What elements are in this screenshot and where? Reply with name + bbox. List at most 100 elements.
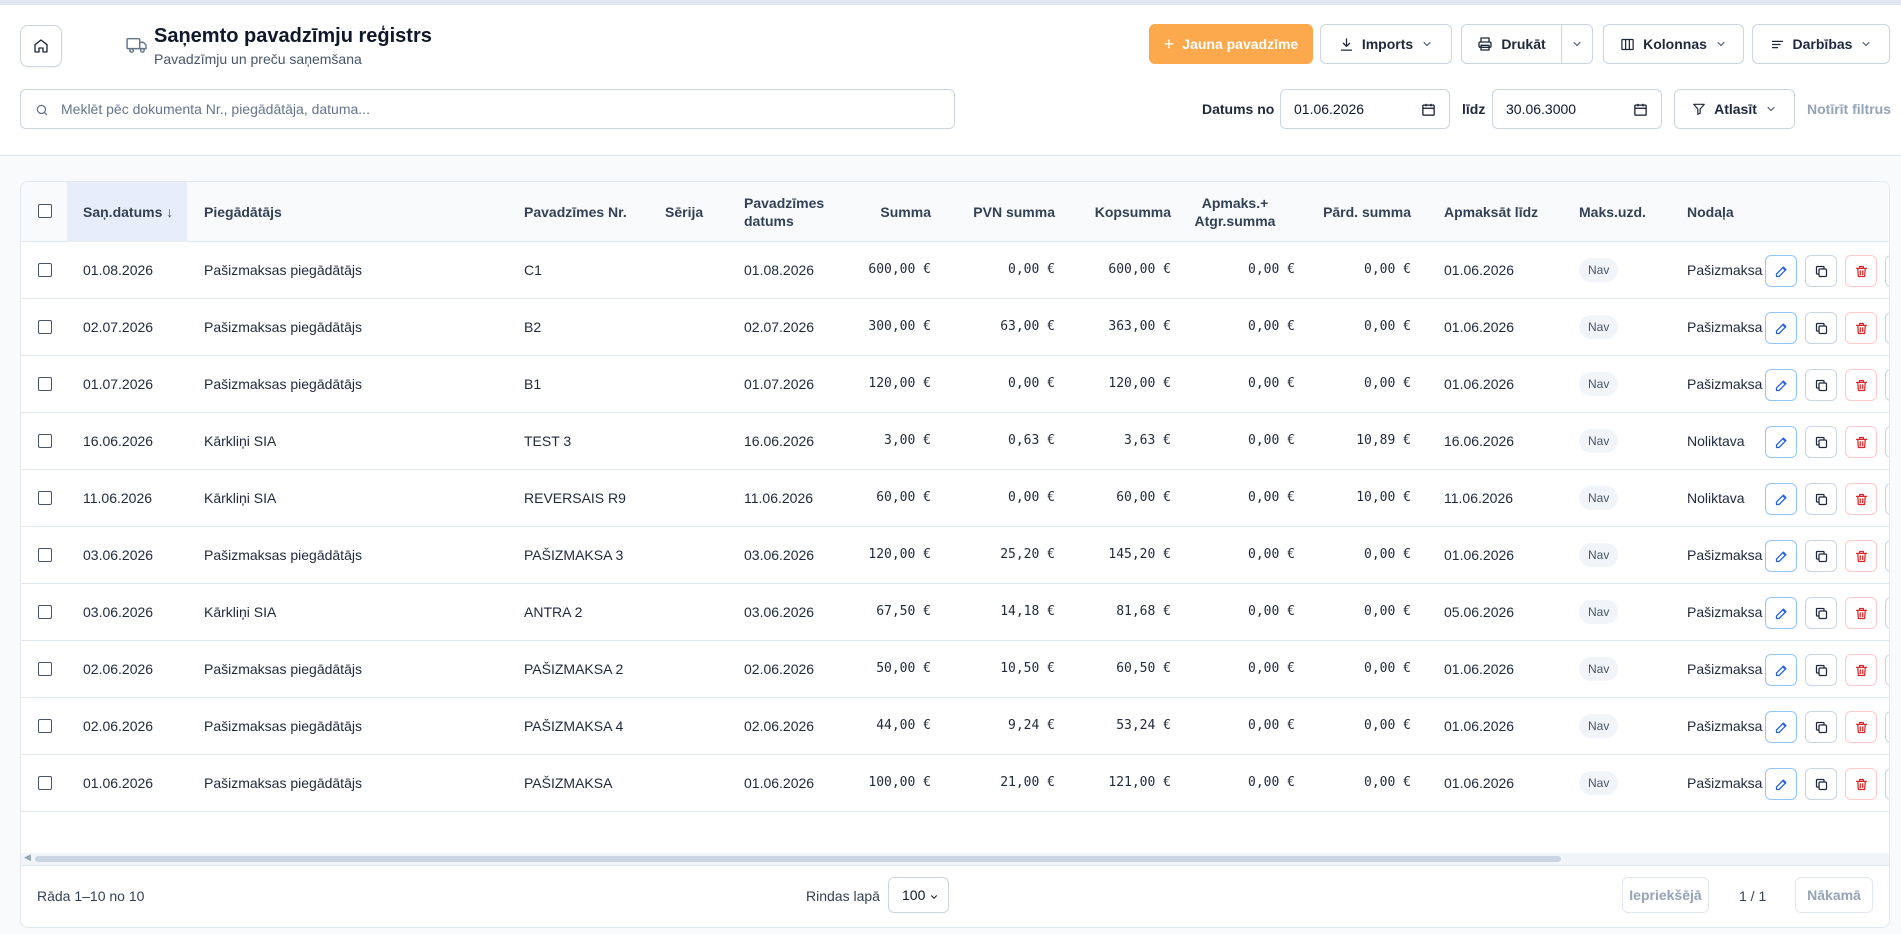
import-button[interactable]: Imports <box>1320 24 1452 64</box>
more-actions-button[interactable] <box>1885 711 1889 743</box>
delete-button[interactable] <box>1845 540 1877 572</box>
col-pay-until[interactable]: Apmaksāt līdz <box>1444 204 1539 220</box>
edit-button[interactable] <box>1765 654 1797 686</box>
copy-button[interactable] <box>1805 768 1837 800</box>
table-row[interactable]: 02.07.2026 Pašizmaksas piegādātājs B2 02.07… <box>21 299 1889 356</box>
copy-button[interactable] <box>1805 711 1837 743</box>
edit-button[interactable] <box>1765 711 1797 743</box>
delete-button[interactable] <box>1845 654 1877 686</box>
table-row[interactable]: 16.06.2026 Kārkliņi SIA TEST 3 16.06.2026 3,… <box>21 413 1889 470</box>
copy-button[interactable] <box>1805 540 1837 572</box>
table-row[interactable]: 01.06.2026 Pašizmaksas piegādātājs PAŠIZMA… <box>21 755 1889 812</box>
actions-button[interactable]: Darbības <box>1752 24 1890 64</box>
rows-per-page-select[interactable]: 100 <box>888 877 949 913</box>
col-paid-return[interactable]: Apmaks.+ Atgr.summa <box>1194 195 1276 229</box>
row-checkbox[interactable] <box>38 434 52 448</box>
row-checkbox[interactable] <box>38 548 52 562</box>
row-checkbox[interactable] <box>38 320 52 334</box>
edit-button[interactable] <box>1765 597 1797 629</box>
copy-button[interactable] <box>1805 654 1837 686</box>
copy-icon <box>1815 379 1827 391</box>
delete-button[interactable] <box>1845 483 1877 515</box>
copy-button[interactable] <box>1805 426 1837 458</box>
search-input[interactable] <box>61 90 941 128</box>
col-total[interactable]: Kopsumma <box>1094 204 1171 220</box>
table-row[interactable]: 02.06.2026 Pašizmaksas piegādātājs PAŠIZMA… <box>21 698 1889 755</box>
delete-button[interactable] <box>1845 426 1877 458</box>
horizontal-scrollbar[interactable]: ◀ <box>21 852 1889 865</box>
next-page-button[interactable]: Nākamā <box>1795 877 1873 913</box>
delete-button[interactable] <box>1845 711 1877 743</box>
row-checkbox[interactable] <box>38 263 52 277</box>
clear-filters-link[interactable]: Notīrīt filtrus <box>1807 101 1891 117</box>
payment-task-badge: Nav <box>1579 429 1619 453</box>
col-payment-task[interactable]: Maks.uzd. <box>1579 204 1646 220</box>
more-actions-button[interactable] <box>1885 597 1889 629</box>
col-sales-amount[interactable]: Pārd. summa <box>1323 204 1411 220</box>
cell-total: 60,50 € <box>1116 661 1171 676</box>
edit-button[interactable] <box>1765 540 1797 572</box>
col-department[interactable]: Nodaļa <box>1687 204 1734 220</box>
more-actions-button[interactable] <box>1885 312 1889 344</box>
edit-button[interactable] <box>1765 369 1797 401</box>
col-received-date[interactable]: Saņ.datums ↓ <box>83 204 174 220</box>
copy-button[interactable] <box>1805 312 1837 344</box>
delete-button[interactable] <box>1845 312 1877 344</box>
edit-button[interactable] <box>1765 768 1797 800</box>
copy-icon <box>1815 493 1827 505</box>
filter-button[interactable]: Atlasīt <box>1674 89 1795 129</box>
edit-button[interactable] <box>1765 483 1797 515</box>
row-checkbox[interactable] <box>38 605 52 619</box>
copy-button[interactable] <box>1805 369 1837 401</box>
more-actions-button[interactable] <box>1885 768 1889 800</box>
delete-button[interactable] <box>1845 369 1877 401</box>
columns-button[interactable]: Kolonnas <box>1603 24 1744 64</box>
row-checkbox[interactable] <box>38 719 52 733</box>
row-checkbox[interactable] <box>38 776 52 790</box>
delete-button[interactable] <box>1845 597 1877 629</box>
col-vat[interactable]: PVN summa <box>973 204 1055 220</box>
cell-sales-amount: 0,00 € <box>1364 319 1411 334</box>
table-row[interactable]: 02.06.2026 Pašizmaksas piegādātājs PAŠIZMA… <box>21 641 1889 698</box>
copy-icon <box>1815 721 1827 733</box>
more-actions-button[interactable] <box>1885 654 1889 686</box>
date-to-input[interactable]: 30.06.3000 <box>1492 89 1662 129</box>
home-button[interactable] <box>20 25 62 67</box>
select-all-checkbox[interactable] <box>38 204 52 218</box>
row-checkbox[interactable] <box>38 377 52 391</box>
more-actions-button[interactable] <box>1885 483 1889 515</box>
copy-button[interactable] <box>1805 597 1837 629</box>
new-invoice-button[interactable]: + Jauna pavadzīme <box>1149 24 1313 64</box>
date-from-input[interactable]: 01.06.2026 <box>1280 89 1450 129</box>
more-actions-button[interactable] <box>1885 540 1889 572</box>
col-invoice-no[interactable]: Pavadzīmes Nr. <box>524 204 627 220</box>
delete-button[interactable] <box>1845 768 1877 800</box>
trash-icon <box>1855 436 1867 448</box>
table-row[interactable]: 11.06.2026 Kārkliņi SIA REVERSAIS R9 11.06.… <box>21 470 1889 527</box>
edit-button[interactable] <box>1765 426 1797 458</box>
delete-button[interactable] <box>1845 255 1877 287</box>
table-row[interactable]: 01.08.2026 Pašizmaksas piegādātājs C1 01.08… <box>21 242 1889 299</box>
trash-icon <box>1855 607 1867 619</box>
edit-button[interactable] <box>1765 312 1797 344</box>
prev-page-button[interactable]: Iepriekšējā <box>1622 877 1709 913</box>
row-checkbox[interactable] <box>38 491 52 505</box>
print-options-button[interactable] <box>1561 24 1593 64</box>
col-invoice-date[interactable]: Pavadzīmes datums <box>744 195 825 229</box>
table-row[interactable]: 03.06.2026 Kārkliņi SIA ANTRA 2 03.06.2026 6… <box>21 584 1889 641</box>
scrollbar-thumb[interactable] <box>35 856 1561 862</box>
edit-button[interactable] <box>1765 255 1797 287</box>
col-supplier[interactable]: Piegādātājs <box>204 204 282 220</box>
more-actions-button[interactable] <box>1885 426 1889 458</box>
copy-icon <box>1815 265 1827 277</box>
table-row[interactable]: 01.07.2026 Pašizmaksas piegādātājs B1 01.07… <box>21 356 1889 413</box>
copy-button[interactable] <box>1805 483 1837 515</box>
copy-button[interactable] <box>1805 255 1837 287</box>
row-checkbox[interactable] <box>38 662 52 676</box>
print-button[interactable]: Drukāt <box>1461 24 1562 64</box>
table-row[interactable]: 03.06.2026 Pašizmaksas piegādātājs PAŠIZMA… <box>21 527 1889 584</box>
col-series[interactable]: Sērija <box>665 204 704 220</box>
more-actions-button[interactable] <box>1885 369 1889 401</box>
col-amount[interactable]: Summa <box>880 204 931 220</box>
more-actions-button[interactable] <box>1885 255 1889 287</box>
